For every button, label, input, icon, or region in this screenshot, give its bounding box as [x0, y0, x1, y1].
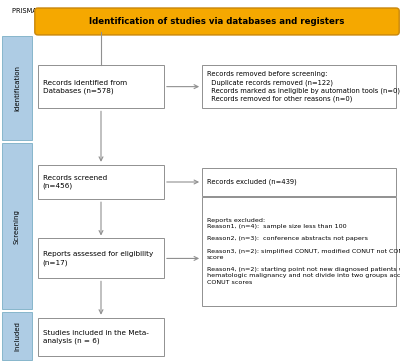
Text: Studies included in the Meta-
analysis (n = 6): Studies included in the Meta- analysis (…: [43, 329, 149, 344]
Text: Records removed before screening:
  Duplicate records removed (n=122)
  Records : Records removed before screening: Duplic…: [207, 71, 400, 102]
FancyBboxPatch shape: [38, 65, 164, 108]
Text: Included: Included: [14, 321, 20, 351]
Text: Records excluded (n=439): Records excluded (n=439): [207, 179, 296, 185]
FancyBboxPatch shape: [38, 165, 164, 199]
Text: Identification: Identification: [14, 65, 20, 111]
FancyBboxPatch shape: [2, 36, 32, 140]
FancyBboxPatch shape: [35, 8, 399, 35]
FancyBboxPatch shape: [38, 238, 164, 278]
FancyBboxPatch shape: [2, 143, 32, 309]
Text: Identification of studies via databases and registers: Identification of studies via databases …: [89, 17, 345, 26]
FancyBboxPatch shape: [202, 65, 396, 108]
Text: PRISMA 2020 flow diagram for new systematic reviews which included searches of d: PRISMA 2020 flow diagram for new systema…: [12, 8, 388, 14]
Text: Screening: Screening: [14, 209, 20, 244]
FancyBboxPatch shape: [38, 317, 164, 356]
Text: Reports assessed for eligibility
(n=17): Reports assessed for eligibility (n=17): [43, 251, 153, 266]
Text: Records identified from
Databases (n=578): Records identified from Databases (n=578…: [43, 79, 127, 94]
FancyBboxPatch shape: [202, 168, 396, 196]
Text: Records screened
(n=456): Records screened (n=456): [43, 175, 107, 189]
FancyBboxPatch shape: [202, 197, 396, 306]
Text: Reports excluded:
Reason1, (n=4):  sample size less than 100

Reason2, (n=3):  c: Reports excluded: Reason1, (n=4): sample…: [207, 218, 400, 285]
FancyBboxPatch shape: [2, 312, 32, 360]
